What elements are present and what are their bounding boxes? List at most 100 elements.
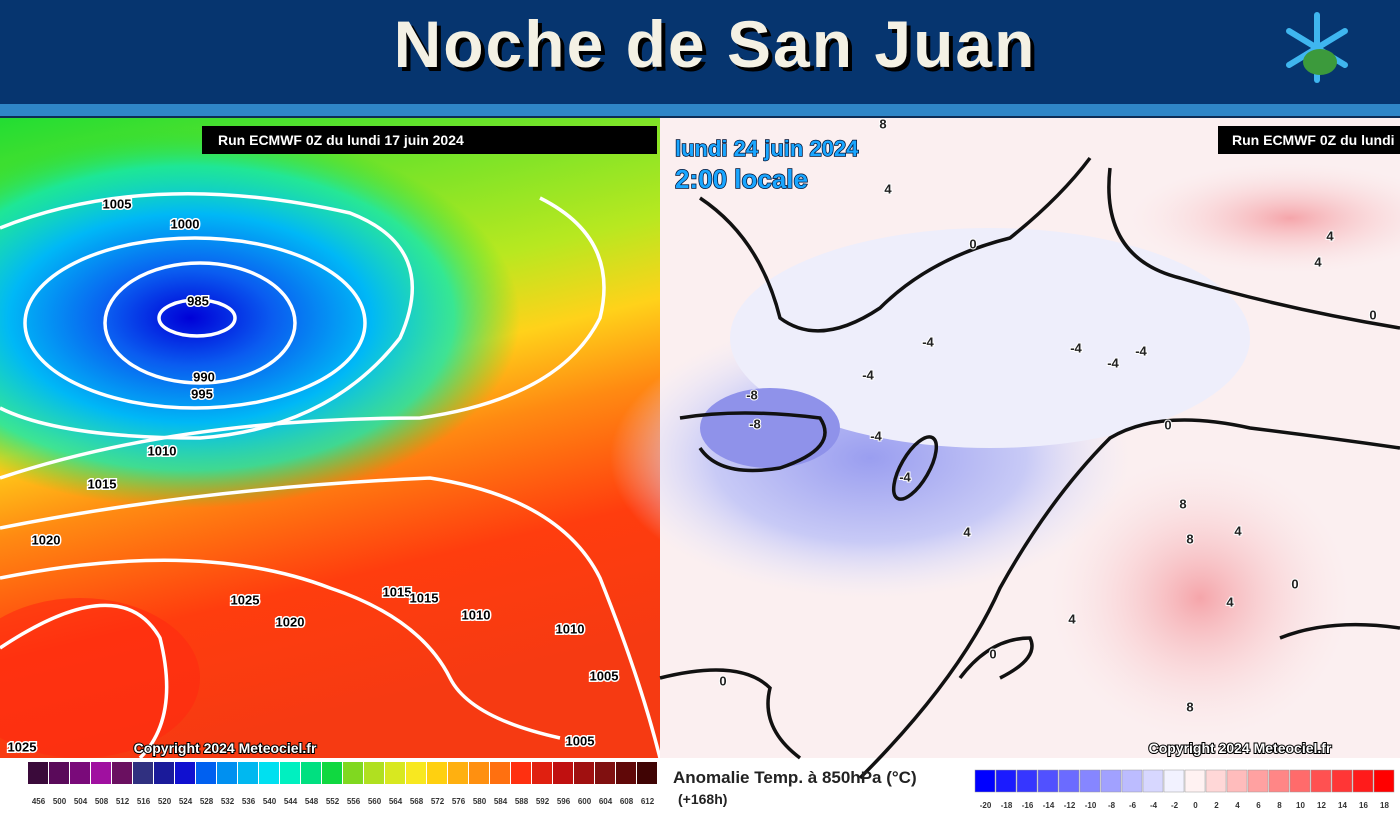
colorbar-label: -12 xyxy=(1064,801,1076,810)
divider xyxy=(0,104,1400,118)
colorbar-label: 8 xyxy=(1277,801,1282,810)
contour-label: 0 xyxy=(1164,417,1171,432)
contour-label: 4 xyxy=(1234,523,1242,538)
colorbar-label: 548 xyxy=(305,797,319,806)
colorbar-cell xyxy=(1352,769,1374,793)
copyright: Copyright 2024 Meteociel.fr xyxy=(1149,740,1332,756)
colorbar-cell xyxy=(1247,769,1269,793)
colorbar-label: 18 xyxy=(1380,801,1389,810)
contour-label: 0 xyxy=(989,646,996,661)
colorbar-label: 596 xyxy=(557,797,571,806)
isobar-label: 1010 xyxy=(462,607,491,622)
isobar-label: 1015 xyxy=(410,590,439,605)
contour-label: 4 xyxy=(1068,611,1076,626)
contour-label: 8 xyxy=(1186,699,1193,714)
colorbar-label: 572 xyxy=(431,797,445,806)
colorbar-cell xyxy=(574,762,594,784)
colorbar-cell xyxy=(1289,769,1311,793)
colorbar-cell xyxy=(70,762,90,784)
isobar-label: 995 xyxy=(191,386,213,401)
contour-label: 4 xyxy=(1326,228,1334,243)
colorbar-label: 536 xyxy=(242,797,256,806)
colorbar-cell xyxy=(974,769,996,793)
colorbar-label: -8 xyxy=(1108,801,1116,810)
colorbar-label: 4 xyxy=(1235,801,1240,810)
contour-label: 4 xyxy=(963,524,971,539)
colorbar-cell xyxy=(322,762,342,784)
colorbar-cell xyxy=(1121,769,1143,793)
colorbar-label: 528 xyxy=(200,797,214,806)
isobar-label: 1005 xyxy=(103,196,132,211)
colorbar-cell xyxy=(1184,769,1206,793)
forecast-date: lundi 24 juin 2024 xyxy=(675,136,859,161)
logo xyxy=(1286,12,1348,83)
colorbar-cell xyxy=(91,762,111,784)
isobar-label: 1020 xyxy=(276,614,305,629)
colorbar-label: 612 xyxy=(641,797,655,806)
colorbar-cell xyxy=(259,762,279,784)
colorbar-cell xyxy=(1016,769,1038,793)
contour-label: -4 xyxy=(922,334,934,349)
colorbar-cell xyxy=(490,762,510,784)
contour-label: -4 xyxy=(862,367,874,382)
contour-label: -4 xyxy=(899,469,911,484)
colorbar-label: 504 xyxy=(74,797,88,806)
contour-label: -4 xyxy=(870,428,882,443)
colorbar-label: 508 xyxy=(95,797,109,806)
colorbar-label: 10 xyxy=(1296,801,1305,810)
contour-label: 4 xyxy=(1314,254,1322,269)
colorbar-label: 2 xyxy=(1214,801,1219,810)
contour-label: -4 xyxy=(1070,340,1082,355)
colorbar-label: 532 xyxy=(221,797,235,806)
colorbar-cell xyxy=(553,762,573,784)
title: Noche de San Juan xyxy=(393,7,1037,81)
colorbar-cell xyxy=(1142,769,1164,793)
colorbar-cell xyxy=(1373,769,1395,793)
run-label: Run ECMWF 0Z du lundi 17 juin 2024 xyxy=(218,132,464,148)
colorbar-cell xyxy=(1037,769,1059,793)
isobar-label: 1000 xyxy=(171,216,200,231)
colorbar-label: 512 xyxy=(116,797,130,806)
colorbar-label: 500 xyxy=(53,797,67,806)
colorbar-label: -4 xyxy=(1150,801,1158,810)
contour-label: 8 xyxy=(879,118,886,131)
colorbar-label: 580 xyxy=(473,797,487,806)
colorbar-label: 544 xyxy=(284,797,298,806)
colorbar-cell xyxy=(511,762,531,784)
isobar-label: 1010 xyxy=(556,621,585,636)
colorbar-cell xyxy=(995,769,1017,793)
colorbar-label: 588 xyxy=(515,797,529,806)
legend-title: Anomalie Temp. à 850hPa (°C) xyxy=(673,768,917,787)
colorbar-cell xyxy=(301,762,321,784)
colorbar-label: 568 xyxy=(410,797,424,806)
isobar-label: 1025 xyxy=(231,592,260,607)
colorbar-label: -10 xyxy=(1085,801,1097,810)
colorbar-label: 524 xyxy=(179,797,193,806)
colorbar-label: 540 xyxy=(263,797,277,806)
colorbar-label: 600 xyxy=(578,797,592,806)
colorbar-cell xyxy=(217,762,237,784)
colorbar-cell xyxy=(1163,769,1185,793)
colorbar-label: 604 xyxy=(599,797,613,806)
contour-label: 8 xyxy=(1179,496,1186,511)
colorbar-cell xyxy=(28,762,48,784)
forecast-time: 2:00 locale xyxy=(675,164,808,194)
colorbar-label: 16 xyxy=(1359,801,1368,810)
colorbar-label: 564 xyxy=(389,797,403,806)
contour-label: 0 xyxy=(1291,576,1298,591)
isobar-label: 1005 xyxy=(566,733,595,748)
colorbar-label: -14 xyxy=(1043,801,1055,810)
contour-label: 0 xyxy=(1369,307,1376,322)
colorbar-label: 552 xyxy=(326,797,340,806)
colorbar-label: 584 xyxy=(494,797,508,806)
colorbar-label: 0 xyxy=(1193,801,1198,810)
contour-label: 4 xyxy=(1226,594,1234,609)
colorbar-cell xyxy=(637,762,657,784)
colorbar-label: 6 xyxy=(1256,801,1261,810)
colorbar-cell xyxy=(616,762,636,784)
colorbar-cell xyxy=(112,762,132,784)
colorbar-label: 520 xyxy=(158,797,172,806)
isobar-label: 1005 xyxy=(590,668,619,683)
colorbar-label: 560 xyxy=(368,797,382,806)
maps: Run ECMWF 0Z du lundi 17 juin 2024 Copyr… xyxy=(0,118,1400,810)
